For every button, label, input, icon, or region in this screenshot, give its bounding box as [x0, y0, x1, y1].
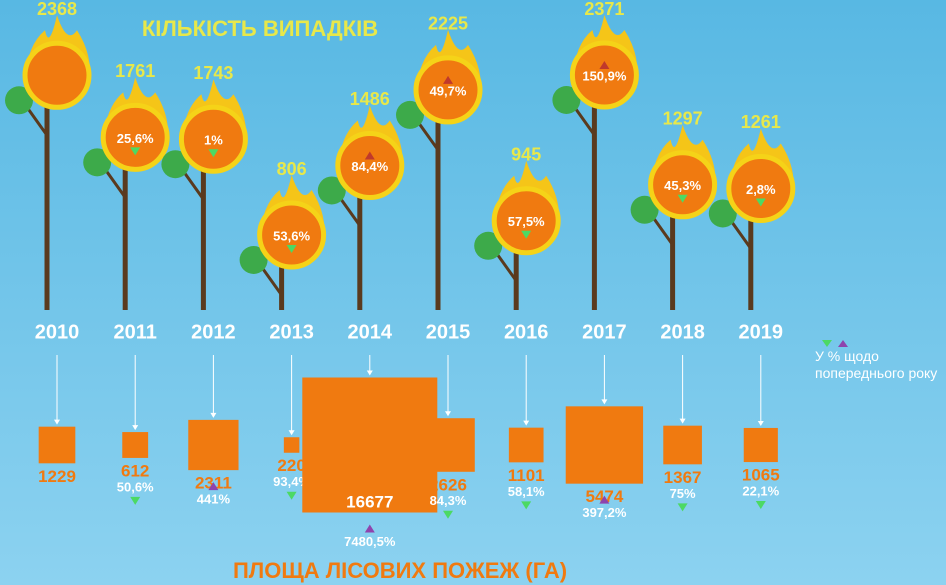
chart: КІЛЬКІСТЬ ВИПАДКІВ ПЛОЩА ЛІСОВИХ ПОЖЕЖ (… [0, 0, 946, 585]
area-square [566, 406, 643, 483]
pointer-head [54, 420, 60, 425]
change-label: 84,4% [351, 159, 388, 174]
infographic: КІЛЬКІСТЬ ВИПАДКІВ ПЛОЩА ЛІСОВИХ ПОЖЕЖ (… [0, 0, 946, 585]
change-label: 53,6% [273, 228, 310, 243]
value-label: 1743 [193, 63, 233, 83]
x-tick-label: 2017 [582, 321, 627, 343]
area-square [744, 428, 778, 462]
legend-arrow-up [838, 340, 848, 347]
fire [25, 43, 89, 107]
value-label: 2371 [584, 0, 624, 19]
pointer-head [289, 430, 295, 435]
value-label: 612 [121, 461, 149, 480]
chart-title: КІЛЬКІСТЬ ВИПАДКІВ [142, 16, 378, 41]
area-square [663, 426, 702, 465]
legend-arrow-down [822, 340, 832, 347]
pointer-head [132, 425, 138, 430]
change-label: 441% [197, 492, 231, 507]
value-label: 2626 [429, 475, 467, 494]
x-tick-label: 2012 [191, 321, 236, 343]
change-label: 397,2% [582, 505, 627, 520]
x-tick-label: 2010 [35, 321, 80, 343]
area-square [122, 432, 148, 458]
change-label: 7480,5% [344, 534, 396, 549]
x-tick-label: 2015 [426, 321, 471, 343]
value-label: 1229 [38, 467, 76, 486]
value-label: 1486 [350, 89, 390, 109]
value-label: 220 [277, 456, 305, 475]
pointer-head [523, 421, 529, 426]
pointer-head [445, 411, 451, 416]
x-tick-label: 2011 [114, 321, 157, 343]
arrow-down [130, 497, 140, 505]
arrow-up [365, 525, 375, 533]
change-label: 22,1% [742, 483, 779, 498]
arrow-down [678, 503, 688, 511]
value-label: 945 [511, 145, 541, 165]
value-label: 1297 [663, 109, 703, 129]
pointer-head [367, 371, 373, 376]
value-label: 1065 [742, 466, 780, 485]
legend-text: У % щодо попереднього року [815, 348, 945, 382]
x-tick-label: 2018 [660, 321, 705, 343]
area-square [39, 427, 76, 464]
chart-title: ПЛОЩА ЛІСОВИХ ПОЖЕЖ (ГА) [233, 558, 567, 583]
change-label: 57,5% [508, 214, 545, 229]
pointer-head [758, 421, 764, 426]
x-tick-label: 2019 [739, 321, 784, 343]
value-label: 16677 [346, 492, 393, 511]
value-label: 1261 [741, 112, 781, 132]
pointer-head [601, 399, 607, 404]
change-label: 25,6% [117, 131, 154, 146]
change-label: 45,3% [664, 178, 701, 193]
change-label: 50,6% [117, 479, 154, 494]
pointer-head [210, 413, 216, 418]
change-label: 58,1% [508, 484, 545, 499]
area-square [421, 418, 475, 472]
pointer-head [680, 419, 686, 424]
change-label: 84,3% [430, 493, 467, 508]
value-label: 1101 [508, 466, 545, 485]
area-square [188, 420, 238, 470]
arrow-down [521, 501, 531, 509]
value-label: 2368 [37, 0, 77, 19]
arrow-down [443, 511, 453, 519]
change-label: 150,9% [582, 68, 627, 83]
value-label: 806 [277, 159, 307, 179]
value-label: 1367 [664, 468, 702, 487]
area-square [284, 437, 300, 453]
area-square [509, 428, 544, 463]
x-tick-label: 2014 [348, 321, 393, 343]
change-label: 75% [670, 486, 696, 501]
change-label: 1% [204, 133, 223, 148]
x-tick-label: 2016 [504, 321, 549, 343]
change-label: 2,8% [746, 182, 776, 197]
value-label: 1761 [115, 61, 155, 81]
x-tick-label: 2013 [269, 321, 314, 343]
arrow-down [287, 492, 297, 500]
change-label: 49,7% [430, 83, 467, 98]
arrow-down [756, 501, 766, 509]
value-label: 2225 [428, 14, 468, 34]
